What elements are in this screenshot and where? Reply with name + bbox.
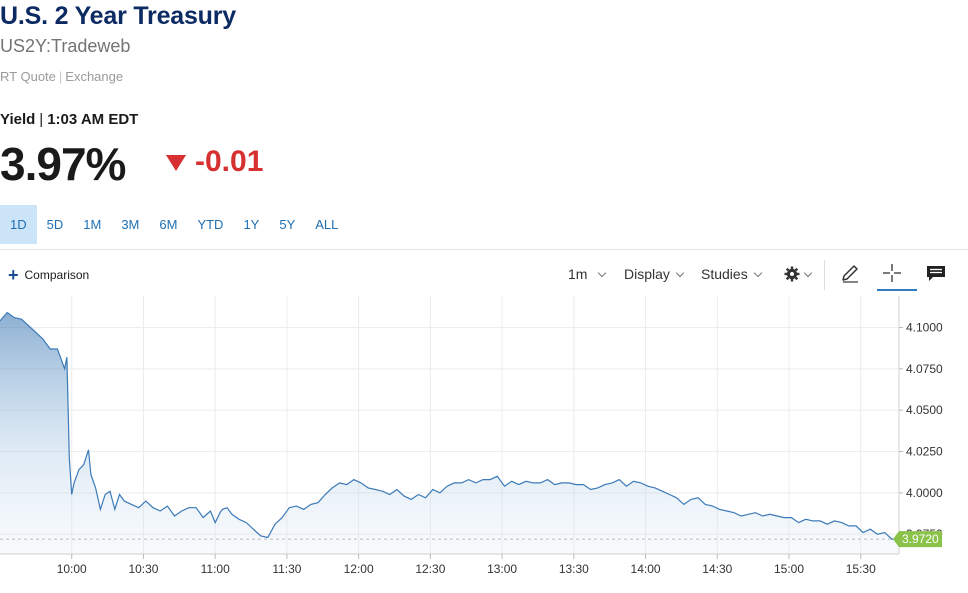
x-tick-label: 12:00 xyxy=(344,562,374,576)
last-price: 3.97% xyxy=(0,138,126,190)
comparison-button[interactable]: + Comparison xyxy=(8,266,89,284)
display-label: Display xyxy=(624,266,670,282)
yield-label: Yield xyxy=(0,111,36,128)
ticker-symbol: US2Y:Tradeweb xyxy=(0,36,131,56)
range-tab-all[interactable]: ALL xyxy=(315,217,339,232)
draw-pencil-icon[interactable] xyxy=(839,262,861,284)
toolbar-separator xyxy=(824,260,825,290)
quote-source: Exchange xyxy=(65,69,124,84)
range-tab-6m[interactable]: 6M xyxy=(159,217,178,232)
interval-dropdown[interactable]: 1m xyxy=(568,264,607,284)
quote-time: 1:03 AM EDT xyxy=(47,111,139,128)
range-tab-5y[interactable]: 5Y xyxy=(279,217,296,232)
yield-separator: | xyxy=(39,111,44,128)
quote-meta: RT Quote | Exchange xyxy=(0,69,123,84)
down-arrow-icon xyxy=(166,155,186,171)
interval-label: 1m xyxy=(568,266,588,282)
display-dropdown[interactable]: Display xyxy=(624,264,685,284)
x-tick-label: 10:00 xyxy=(57,562,87,576)
crosshair-icon[interactable] xyxy=(881,262,903,284)
y-tick-label: 4.0000 xyxy=(906,486,943,500)
x-tick-label: 14:30 xyxy=(702,562,732,576)
range-tab-1d[interactable]: 1D xyxy=(0,205,37,244)
series-line xyxy=(0,311,899,540)
chevron-down-icon xyxy=(803,268,813,277)
price-change: -0.01 xyxy=(195,145,264,178)
settings-dropdown[interactable] xyxy=(783,264,813,284)
quote-type: RT Quote xyxy=(0,69,56,84)
series-area-fill xyxy=(0,312,899,554)
settings-icon xyxy=(784,266,800,282)
last-value-badge-bg xyxy=(893,531,942,548)
range-tab-5d[interactable]: 5D xyxy=(46,217,64,232)
x-tick-label: 14:00 xyxy=(631,562,661,576)
range-tab-1m[interactable]: 1M xyxy=(83,217,102,232)
crosshair-active-indicator xyxy=(877,289,917,291)
x-tick-label: 11:00 xyxy=(201,562,230,576)
studies-dropdown[interactable]: Studies xyxy=(701,264,762,284)
x-tick-label: 15:00 xyxy=(774,562,804,576)
y-tick-label: 4.0750 xyxy=(906,362,943,376)
studies-label: Studies xyxy=(701,266,748,282)
yield-timestamp: Yield | 1:03 AM EDT xyxy=(0,111,138,128)
quote-separator: | xyxy=(58,69,63,84)
y-tick-label: 4.0250 xyxy=(906,444,943,458)
time-range-tabs: 1D 5D 1M 3M 6M YTD 1Y 5Y ALL xyxy=(0,205,348,244)
chevron-down-icon xyxy=(753,268,762,277)
x-tick-label: 15:30 xyxy=(846,562,876,576)
comparison-label: Comparison xyxy=(24,268,90,282)
plus-icon: + xyxy=(8,265,19,285)
chevron-down-icon xyxy=(675,268,685,277)
chevron-down-icon xyxy=(598,268,607,277)
y-tick-label: 4.1000 xyxy=(906,320,943,334)
x-tick-label: 11:30 xyxy=(272,562,301,576)
x-tick-label: 13:00 xyxy=(487,562,517,576)
y-tick-label: 4.0500 xyxy=(906,403,943,417)
last-value-label: 3.9720 xyxy=(902,532,939,546)
range-tab-3m[interactable]: 3M xyxy=(121,217,140,232)
x-axis: 10:00 10:30 11:00 11:30 12:00 12:30 13:00 13:30… xyxy=(57,554,876,576)
last-value-badge: 3.9720 xyxy=(893,531,942,548)
toolbar-divider xyxy=(0,249,968,250)
comment-icon[interactable] xyxy=(925,262,947,284)
x-tick-label: 10:30 xyxy=(128,562,158,576)
page-title: U.S. 2 Year Treasury xyxy=(0,2,236,30)
range-tab-1y[interactable]: 1Y xyxy=(243,217,260,232)
x-tick-label: 13:30 xyxy=(559,562,589,576)
x-tick-label: 12:30 xyxy=(415,562,445,576)
range-tab-ytd[interactable]: YTD xyxy=(197,217,224,232)
